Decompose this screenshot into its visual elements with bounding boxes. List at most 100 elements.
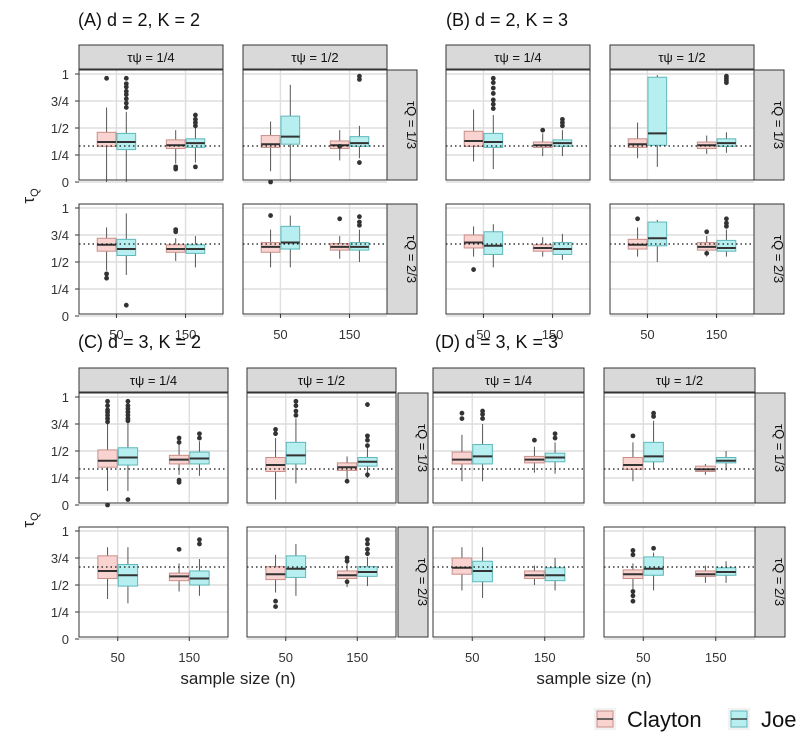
outlier-point [365,541,370,547]
y-tick-label: 1/4 [51,471,69,486]
outlier-point [344,478,350,484]
facet-panel [609,69,755,183]
column-strip [78,367,229,393]
facet-panel [445,69,591,183]
outlier-point [365,433,370,439]
box-body [622,456,644,470]
row-strip [386,203,418,315]
facet-group: (A) d = 2, K = 2 τψ = 1/4 τψ = 1/2 τQ = 1/3… [51,10,419,342]
box-body [285,555,307,578]
x-tick-label: 50 [640,327,654,342]
outlier-point [552,435,558,441]
box-joe-n50 [643,545,664,591]
box-joe-n150 [189,537,210,596]
facet-groups: (A) d = 2, K = 2 τψ = 1/4 τψ = 1/2 τQ = 1/3… [51,10,787,665]
outlier-point [365,551,370,557]
outlier-point [125,403,131,409]
box-clayton-n50 [265,427,286,500]
box-body [472,444,493,465]
box-joe-n150 [349,73,370,165]
box-clayton-n150 [524,437,545,473]
column-strip-label: τψ = 1/4 [485,373,532,388]
y-tick-label: 1/4 [51,605,69,620]
panel-background [433,393,584,503]
outlier-point [197,431,202,437]
box-body [349,136,370,147]
box-joe-n150 [544,431,566,474]
outlier-point [176,477,182,483]
box-joe-n50 [483,75,504,170]
outlier-point [104,275,109,281]
outlier-point [480,416,485,421]
y-tick-label: 3/4 [51,228,69,243]
column-strip-label: τψ = 1/4 [494,50,541,65]
outlier-point [123,96,129,102]
box-joe-n50 [117,398,139,502]
facet-panel: 50 150 [246,526,397,665]
panel-background [79,70,223,180]
outlier-point [490,80,496,86]
column-strip [445,44,591,70]
outlier-point [193,164,198,170]
box-joe-n50 [280,215,301,268]
panel-background [610,204,754,314]
x-tick-label: 50 [111,650,125,665]
outlier-point [490,75,496,81]
box-clayton-n50 [622,433,644,482]
box-clayton-n50 [622,548,644,604]
outlier-point [173,227,179,233]
y-tick-label: 3/4 [51,94,69,109]
x-tick-label: 150 [178,650,200,665]
box-joe-n150 [185,112,206,170]
outlier-point [293,398,299,404]
outlier-point [273,604,278,609]
box-clayton-n150 [696,229,717,257]
outlier-point [104,75,109,81]
box-joe-n150 [185,236,206,268]
facet-panel: 50 150 [445,203,591,342]
y-axis-title-sub: Q [29,512,41,521]
x-tick-label: 50 [279,650,293,665]
column-strip-label: τψ = 1/2 [291,50,338,65]
box-body [643,556,664,576]
panel-border [603,392,756,504]
facet-group-title: (A) d = 2, K = 2 [78,10,200,30]
facet-panel [246,392,397,506]
outlier-point [337,143,343,149]
y-axis-title-top: τQ [19,188,41,204]
outlier-point [273,598,278,604]
box-body [483,132,504,148]
column-strip-label: τψ = 1/2 [658,50,705,65]
column-strip-label: τψ = 1/2 [656,373,703,388]
column-strip [242,44,388,70]
outlier-point [293,412,299,418]
y-axis-title-sub: Q [29,188,41,197]
panel-background [79,204,223,314]
outlier-point [273,427,278,432]
outlier-point [724,216,729,222]
outlier-point [490,91,496,96]
x-axis-title-left: sample size (n) [180,669,295,688]
facet-group-title: (C) d = 3, K = 2 [78,332,201,352]
outlier-point [630,548,636,553]
panel-border [246,392,397,504]
box-clayton-n150 [165,227,186,261]
box-clayton-n150 [532,237,553,257]
outlier-point [490,101,496,107]
y-tick-label: 1/4 [51,282,69,297]
outlier-point [630,593,636,599]
row-strip-label: τQ = 2/3 [415,558,430,606]
facet-group: (C) d = 3, K = 2 τψ = 1/4 τψ = 1/2 τQ = 1/3… [51,332,430,665]
box-joe-n150 [357,537,378,587]
y-tick-label: 0 [62,309,69,324]
panel-border [78,526,229,638]
facet-panel: 50 150 [609,203,755,342]
y-tick-label: 1/4 [51,148,69,163]
box-clayton-n150 [524,565,545,585]
outlier-point [176,435,182,441]
box-clayton-n150 [696,135,717,154]
x-tick-label: 150 [346,650,368,665]
outlier-point [123,88,129,94]
box-clayton-n50 [627,122,648,159]
facet-group-title: (D) d = 3, K = 3 [435,332,558,352]
